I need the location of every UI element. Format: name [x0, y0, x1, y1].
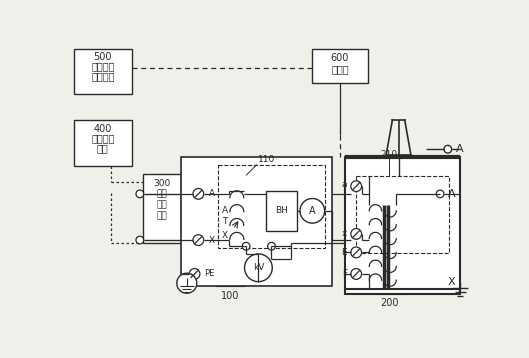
- Text: 电动机: 电动机: [331, 64, 349, 74]
- Text: A: A: [209, 189, 215, 198]
- Circle shape: [351, 181, 362, 192]
- Bar: [266, 191, 297, 231]
- Text: 600: 600: [331, 53, 349, 63]
- Text: BH: BH: [275, 206, 288, 215]
- Text: X: X: [209, 236, 215, 245]
- Text: 声光: 声光: [157, 200, 168, 209]
- Circle shape: [268, 242, 276, 250]
- Text: E: E: [341, 248, 347, 257]
- Circle shape: [436, 190, 444, 198]
- Bar: [356, 176, 449, 253]
- Bar: [181, 157, 332, 286]
- Bar: [312, 49, 368, 83]
- Text: 近端: 近端: [157, 189, 168, 198]
- Bar: [74, 120, 132, 166]
- Circle shape: [300, 198, 325, 223]
- Circle shape: [242, 242, 250, 250]
- Circle shape: [189, 268, 200, 279]
- Text: 电路: 电路: [97, 144, 109, 154]
- Text: 100: 100: [221, 291, 239, 300]
- Text: T: T: [222, 217, 227, 226]
- Text: X: X: [222, 231, 227, 240]
- Circle shape: [351, 228, 362, 239]
- Circle shape: [193, 235, 204, 246]
- Text: A: A: [222, 206, 227, 215]
- Text: x: x: [342, 229, 347, 238]
- Circle shape: [351, 268, 362, 279]
- Circle shape: [136, 236, 144, 244]
- Circle shape: [351, 247, 362, 258]
- Text: 210: 210: [381, 150, 398, 159]
- Circle shape: [136, 190, 144, 198]
- Text: A: A: [455, 144, 463, 154]
- Bar: [74, 49, 132, 94]
- Circle shape: [193, 189, 204, 199]
- Text: 110: 110: [258, 155, 276, 164]
- Text: 200: 200: [380, 298, 398, 308]
- Circle shape: [444, 145, 452, 153]
- Circle shape: [244, 254, 272, 282]
- Text: 调压电机: 调压电机: [91, 61, 115, 71]
- Text: 300: 300: [153, 179, 171, 188]
- Text: A: A: [448, 189, 455, 199]
- Text: 400: 400: [94, 124, 112, 134]
- Text: 控制电路: 控制电路: [91, 71, 115, 81]
- Bar: [217, 165, 325, 248]
- Text: PE: PE: [205, 270, 215, 279]
- Text: kV: kV: [253, 263, 264, 272]
- Bar: [143, 174, 181, 243]
- Text: 远端声光: 远端声光: [91, 134, 115, 144]
- Text: 电路: 电路: [157, 211, 168, 220]
- Circle shape: [177, 273, 197, 293]
- Text: 500: 500: [94, 52, 112, 62]
- Text: A: A: [309, 206, 316, 216]
- Text: a: a: [341, 180, 347, 189]
- Bar: [345, 157, 460, 294]
- Text: X: X: [448, 277, 455, 287]
- Text: F: F: [342, 270, 347, 279]
